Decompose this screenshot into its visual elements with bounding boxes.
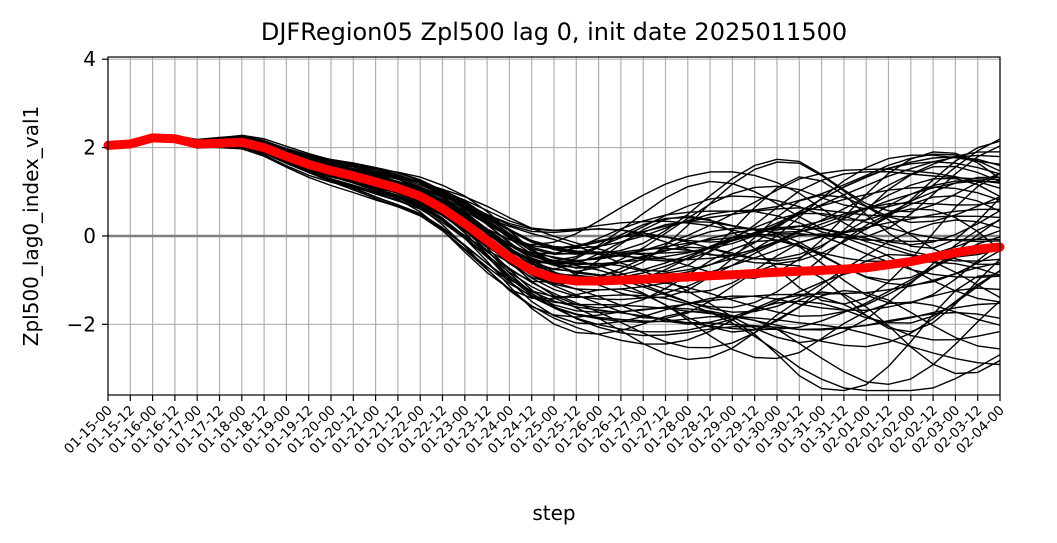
- grid: [107, 57, 1001, 395]
- y-tick-label: −2: [67, 312, 96, 336]
- ensemble-mean-line: [103, 133, 1005, 286]
- ensemble-member-line: [107, 135, 1001, 255]
- y-tick-label: 0: [83, 224, 96, 248]
- y-axis: −2 0 2 4: [67, 47, 108, 336]
- x-axis-label: step: [532, 501, 575, 525]
- y-axis-label: Zpl500_lag0_index_val1: [19, 106, 43, 346]
- chart-title: DJFRegion05 Zpl500 lag 0, init date 2025…: [261, 18, 847, 46]
- y-tick-label: 2: [83, 136, 96, 160]
- ensemble-member-line: [107, 137, 1001, 392]
- ensemble-member-line: [107, 134, 1001, 255]
- ensemble-mean: [103, 133, 1005, 286]
- ensemble-member-line: [107, 134, 1001, 246]
- y-tick-label: 4: [83, 47, 96, 71]
